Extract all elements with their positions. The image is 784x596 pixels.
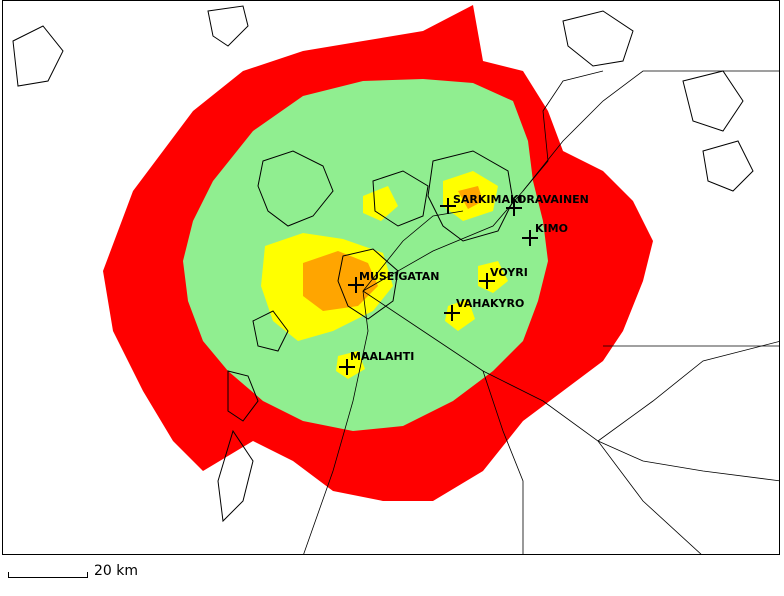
museigatan-marker bbox=[348, 277, 364, 293]
voyri-marker bbox=[479, 273, 495, 289]
oravainen-marker bbox=[506, 200, 522, 216]
roads bbox=[303, 70, 779, 554]
scale-line bbox=[8, 572, 88, 578]
coastline bbox=[12, 5, 754, 523]
high-coverage-area bbox=[303, 186, 483, 311]
place-label-vahakyro: VAHAKYRO bbox=[456, 297, 524, 310]
sarkimaki-marker bbox=[440, 198, 456, 214]
scale-label: 20 km bbox=[94, 563, 139, 579]
scale-bar bbox=[8, 566, 88, 580]
place-markers bbox=[339, 198, 538, 375]
map-canvas[interactable]: SARKIMAKI ORAVAINEN KIMO MUSEIGATAN VOYR… bbox=[2, 0, 780, 555]
vahakyro-marker bbox=[444, 305, 460, 321]
place-label-voyri: VOYRI bbox=[490, 266, 528, 279]
place-label-museigatan: MUSEIGATAN bbox=[359, 270, 439, 283]
place-label-sarkimaki: SARKIMAKI bbox=[453, 193, 523, 206]
place-label-maalahti: MAALAHTI bbox=[350, 350, 414, 363]
kimo-marker bbox=[522, 230, 538, 246]
maalahti-marker bbox=[339, 359, 355, 375]
place-label-kimo: KIMO bbox=[535, 222, 568, 235]
place-label-oravainen: ORAVAINEN bbox=[517, 193, 589, 206]
place-labels: SARKIMAKI ORAVAINEN KIMO MUSEIGATAN VOYR… bbox=[350, 193, 589, 363]
coverage-map: SARKIMAKI ORAVAINEN KIMO MUSEIGATAN VOYR… bbox=[12, 5, 779, 554]
